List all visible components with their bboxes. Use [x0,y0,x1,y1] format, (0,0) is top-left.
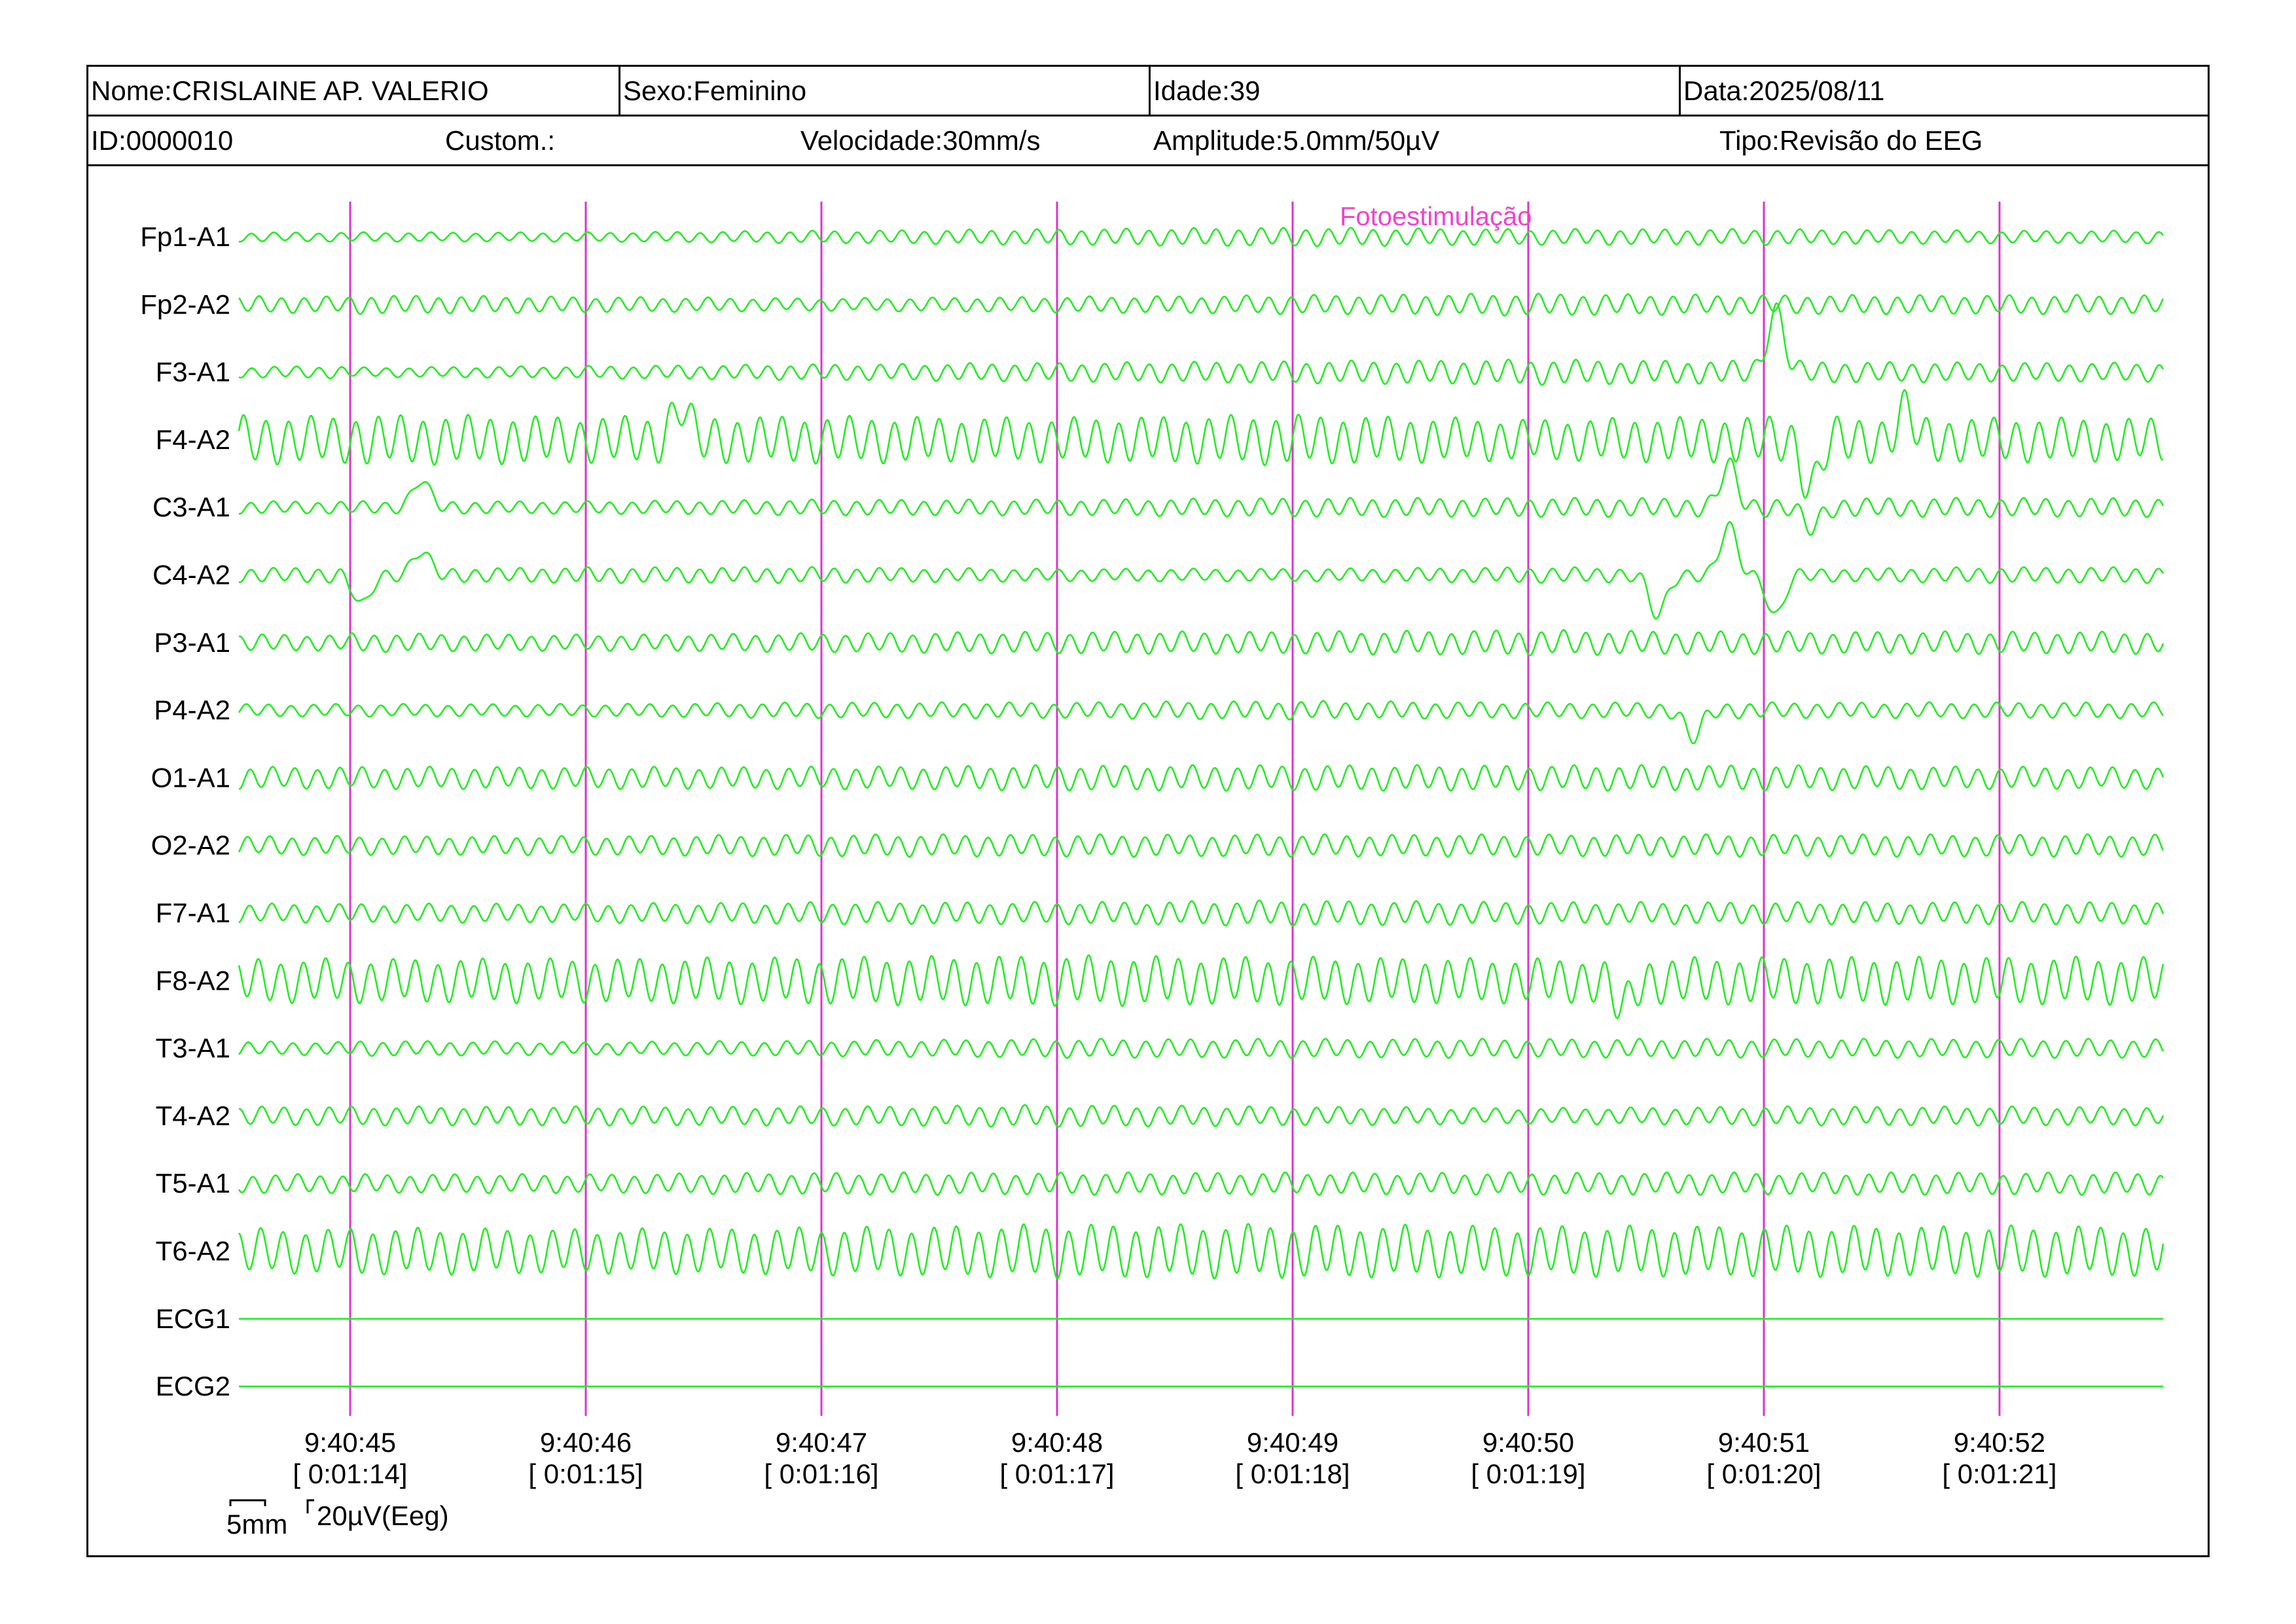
tick-time-label: 9:40:46 [540,1427,632,1458]
tick-elapsed-label: [ 0:01:18] [1235,1458,1350,1489]
time-axis: 9:40:45[ 0:01:14] 9:40:46[ 0:01:15] 9:40:4… [293,1427,2056,1489]
channel-labels: Fp1-A1 Fp2-A2 F3-A1 F4-A2 C3-A1 C4-A2 P3-A1 P4-… [140,221,230,1401]
tick-elapsed-label: [ 0:01:19] [1471,1458,1585,1489]
eeg-traces [238,226,2164,1388]
eeg-trace [238,457,2164,536]
eeg-trace [238,1171,2164,1196]
channel-label: Fp2-A2 [140,289,230,319]
channel-label: ECG1 [156,1303,230,1334]
eeg-trace [238,389,2164,499]
tick-time-label: 9:40:45 [304,1427,396,1458]
channel-label: P4-A2 [154,695,230,725]
tick-elapsed-label: [ 0:01:21] [1942,1458,2056,1489]
patient-sex: Sexo:Feminino [619,67,1149,115]
scale-bar: 5mm 20µV(Eeg) [226,1499,449,1540]
exam-info-row: ID:0000010 Custom.: Velocidade:30mm/s Am… [88,117,2208,166]
eeg-trace [238,764,2164,792]
photostim-annotation: Fotoestimulação [1340,202,1532,231]
eeg-trace [238,1223,2164,1280]
tick-time-label: 9:40:48 [1011,1427,1103,1458]
tick-time-label: 9:40:51 [1718,1427,1810,1458]
eeg-trace [238,226,2164,247]
eeg-trace [238,954,2164,1019]
eeg-trace [238,302,2164,386]
channel-label: F8-A2 [156,965,230,996]
amplitude-setting: Amplitude:5.0mm/50µV [1153,125,1440,156]
tick-time-label: 9:40:47 [776,1427,867,1458]
eeg-trace [238,629,2164,657]
channel-label: C3-A1 [152,492,230,522]
tick-elapsed-label: [ 0:01:20] [1706,1458,1821,1489]
report-frame: Nome:CRISLAINE AP. VALERIO Sexo:Feminino… [86,65,2210,1557]
tick-elapsed-label: [ 0:01:15] [528,1458,643,1489]
eeg-trace [238,1038,2164,1059]
eeg-trace [238,700,2164,744]
tick-elapsed-label: [ 0:01:14] [293,1458,407,1489]
channel-label: T6-A2 [156,1236,230,1267]
channel-label: O2-A2 [151,830,230,861]
patient-info-row: Nome:CRISLAINE AP. VALERIO Sexo:Feminino… [88,67,2208,117]
eeg-trace [238,833,2164,858]
exam-id: ID:0000010 [91,125,234,156]
channel-label: T5-A1 [156,1168,230,1199]
review-type: Tipo:Revisão do EEG [1719,125,1983,156]
channel-label: P3-A1 [154,627,230,658]
channel-label: F7-A1 [156,897,230,928]
channel-label: F3-A1 [156,357,230,388]
tick-elapsed-label: [ 0:01:17] [999,1458,1114,1489]
eeg-trace [239,1104,2164,1128]
channel-label: F4-A2 [156,424,230,455]
exam-date: Data:2025/08/11 [1679,67,2208,115]
channel-label: C4-A2 [152,560,230,590]
eeg-trace [238,899,2164,927]
time-markers [349,202,2001,1416]
tick-elapsed-label: [ 0:01:16] [764,1458,878,1489]
scale-amp-label: 20µV(Eeg) [317,1500,449,1531]
eeg-trace [238,520,2164,620]
eeg-trace [238,293,2164,317]
channel-label: O1-A1 [151,762,230,793]
custom-field: Custom.: [445,125,556,156]
channel-label: Fp1-A1 [140,221,230,252]
scale-time-label: 5mm [226,1509,287,1540]
channel-label: T4-A2 [156,1100,230,1131]
channel-label: T3-A1 [156,1033,230,1064]
patient-age: Idade:39 [1149,67,1679,115]
speed-setting: Velocidade:30mm/s [800,125,1041,156]
tick-time-label: 9:40:52 [1954,1427,2045,1458]
channel-label: ECG2 [156,1371,230,1401]
tick-time-label: 9:40:49 [1247,1427,1338,1458]
patient-name: Nome:CRISLAINE AP. VALERIO [91,75,489,106]
tick-time-label: 9:40:50 [1482,1427,1574,1458]
